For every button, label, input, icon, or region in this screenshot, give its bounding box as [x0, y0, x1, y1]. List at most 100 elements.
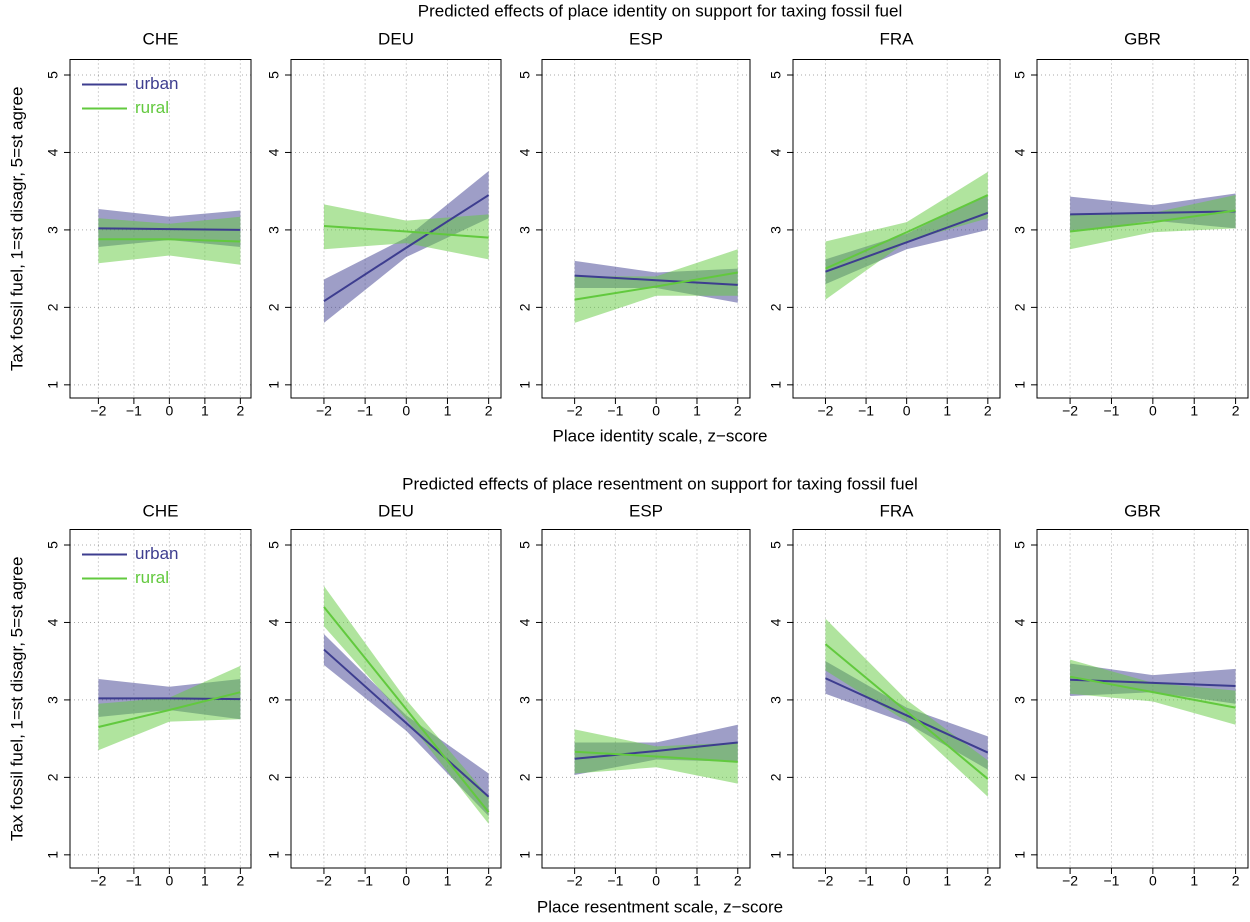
x-tick-label: −2	[90, 873, 106, 889]
y-tick-label: 3	[1012, 226, 1028, 234]
y-tick-label: 5	[1012, 541, 1028, 549]
plot-frame	[541, 529, 751, 869]
y-tick-label: 4	[266, 148, 282, 156]
panel: CHE −2 −1 0 1 2 1 2 3 4 5 urban rural	[45, 29, 252, 419]
y-tick-label: 1	[517, 851, 533, 859]
y-tick-label: 2	[768, 773, 784, 781]
x-tick-label: 0	[1149, 873, 1157, 889]
x-tick-label: −1	[607, 873, 623, 889]
y-tick-label: 2	[768, 303, 784, 311]
x-tick-label: 2	[485, 873, 493, 889]
x-tick-label: 1	[943, 403, 951, 419]
plot-frame	[290, 59, 502, 399]
y-tick-label: 1	[768, 851, 784, 859]
y-tick-label: 3	[266, 226, 282, 234]
y-tick-label: 1	[45, 381, 61, 389]
figure-title: Predicted effects of place resentment on…	[402, 474, 918, 493]
x-tick-label: −1	[1103, 873, 1119, 889]
y-tick-label: 5	[45, 541, 61, 549]
x-tick-label: 1	[1190, 403, 1198, 419]
y-tick-label: 5	[517, 541, 533, 549]
line	[825, 194, 989, 270]
y-tick-label: 1	[768, 381, 784, 389]
x-tick-label: 2	[984, 403, 992, 419]
x-tick-label: 2	[1232, 873, 1240, 889]
y-tick-label: 5	[517, 71, 533, 79]
y-tick-label: 4	[1012, 618, 1028, 626]
x-tick-label: −2	[90, 403, 106, 419]
x-tick-label: 2	[734, 403, 742, 419]
y-tick-label: 1	[266, 381, 282, 389]
panel: DEU −2 −1 0 1 2 1 2 3 4 5	[266, 501, 502, 889]
confidence-band	[323, 586, 489, 824]
y-tick-label: 2	[1012, 303, 1028, 311]
x-tick-label: −1	[126, 403, 142, 419]
line	[98, 691, 241, 728]
x-tick-label: 1	[693, 873, 701, 889]
x-tick-label: 0	[402, 873, 410, 889]
line	[323, 225, 489, 239]
panel: ESP −2 −1 0 1 2 1 2 3 4 5	[517, 29, 751, 419]
panel: FRA −2 −1 0 1 2 1 2 3 4 5	[768, 29, 1001, 419]
y-tick-label: 2	[266, 303, 282, 311]
plot-frame	[1036, 59, 1249, 399]
panel-title: DEU	[378, 501, 414, 520]
y-tick-label: 1	[517, 381, 533, 389]
legend-label: rural	[135, 98, 169, 117]
y-tick-label: 4	[45, 148, 61, 156]
line	[574, 750, 738, 763]
panel-title: CHE	[143, 501, 179, 520]
x-tick-label: −1	[858, 403, 874, 419]
y-tick-label: 5	[266, 71, 282, 79]
x-tick-label: 0	[402, 403, 410, 419]
y-tick-label: 4	[517, 618, 533, 626]
x-tick-label: 2	[485, 403, 493, 419]
x-axis-label: Place resentment scale, z−score	[537, 897, 783, 916]
plot-frame	[792, 59, 1001, 399]
panel: ESP −2 −1 0 1 2 1 2 3 4 5	[517, 501, 751, 889]
x-tick-label: −2	[567, 403, 583, 419]
line	[98, 238, 241, 243]
line	[1069, 675, 1236, 709]
confidence-band	[825, 171, 988, 300]
x-tick-label: 1	[201, 873, 209, 889]
x-tick-label: 1	[444, 873, 452, 889]
line	[825, 677, 989, 754]
legend-label: rural	[135, 568, 169, 587]
y-tick-label: 2	[45, 773, 61, 781]
y-tick-label: 5	[768, 71, 784, 79]
line	[323, 194, 490, 303]
plot-frame	[69, 59, 252, 399]
panel-title: FRA	[880, 29, 915, 48]
x-tick-label: 0	[165, 873, 173, 889]
y-tick-label: 3	[517, 226, 533, 234]
panel-title: CHE	[143, 29, 179, 48]
line	[574, 741, 738, 760]
line	[825, 211, 989, 273]
y-tick-label: 3	[768, 226, 784, 234]
line	[574, 274, 738, 286]
y-tick-label: 3	[45, 226, 61, 234]
y-tick-label: 5	[768, 541, 784, 549]
figure-title: Predicted effects of place identity on s…	[418, 1, 902, 20]
x-tick-label: −2	[817, 873, 833, 889]
x-tick-label: −1	[1103, 403, 1119, 419]
x-tick-label: −1	[357, 403, 373, 419]
line	[1070, 210, 1236, 216]
y-tick-label: 1	[1012, 381, 1028, 389]
x-tick-label: 0	[1149, 403, 1157, 419]
line	[1069, 209, 1236, 233]
x-tick-label: 2	[984, 873, 992, 889]
y-axis-label: Tax fossil fuel, 1=st disagr, 5=st agree	[7, 87, 26, 371]
x-tick-label: −1	[858, 873, 874, 889]
legend-label: urban	[135, 544, 178, 563]
x-tick-label: −2	[817, 403, 833, 419]
y-tick-label: 2	[266, 773, 282, 781]
panel-title: ESP	[629, 501, 663, 520]
x-tick-label: 1	[943, 873, 951, 889]
confidence-band	[98, 665, 241, 751]
x-tick-label: −2	[567, 873, 583, 889]
y-tick-label: 2	[517, 773, 533, 781]
y-tick-label: 3	[1012, 696, 1028, 704]
x-tick-label: 1	[693, 403, 701, 419]
